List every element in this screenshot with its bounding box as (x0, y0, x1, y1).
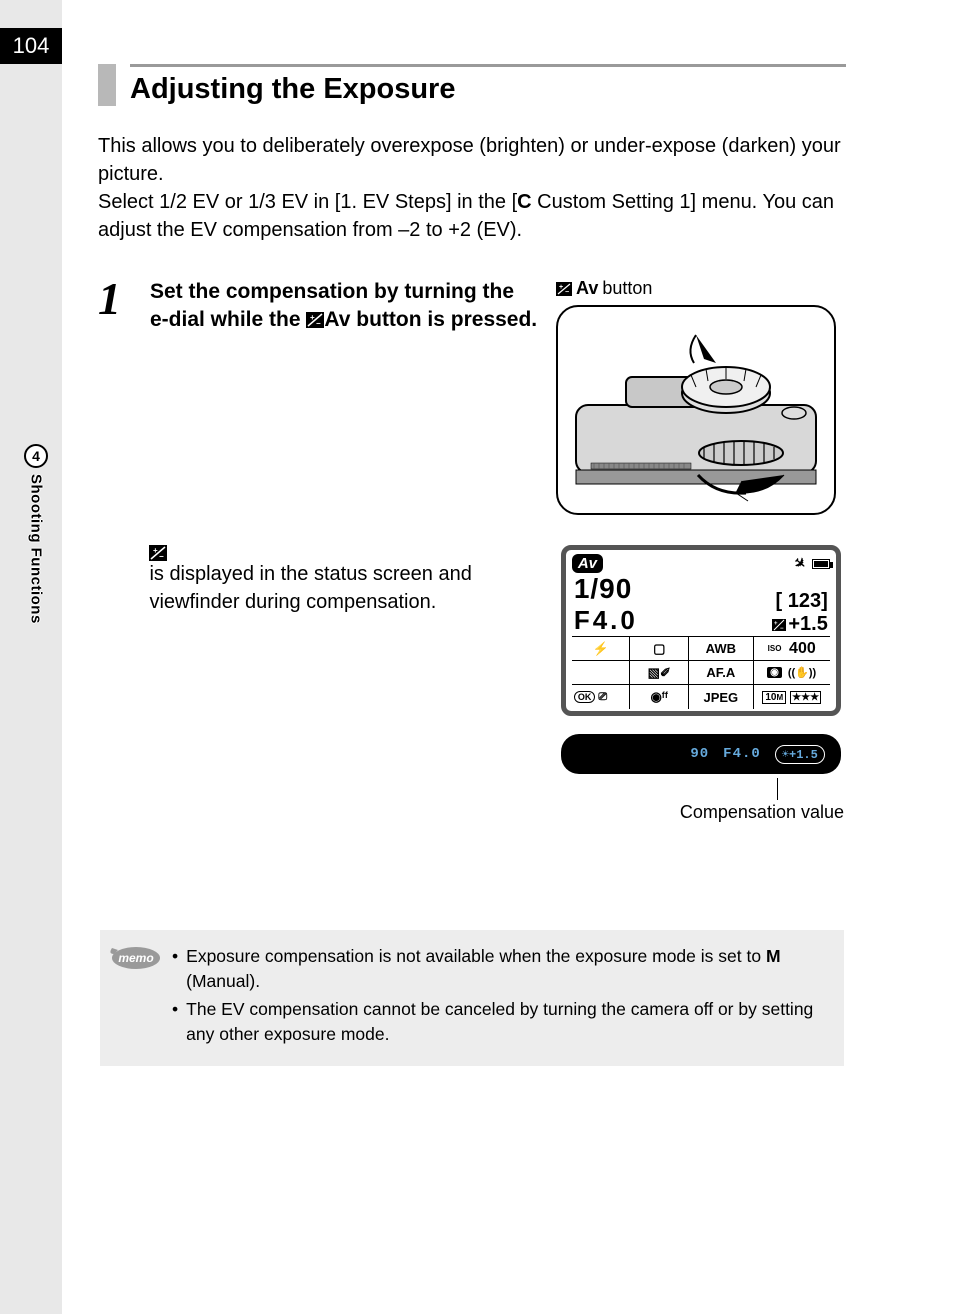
single-frame-icon: ▢ (653, 641, 665, 657)
quality-stars: ★★★ (790, 691, 821, 704)
svg-text:−: − (316, 319, 321, 328)
custom-image-cell: ▧✐ (630, 661, 689, 685)
memo-text-1: Exposure compensation is not available w… (186, 944, 828, 993)
title-line: Adjusting the Exposure (130, 64, 846, 106)
step-heading-post: button is pressed. (350, 308, 537, 331)
display-icon: ⎚ (598, 691, 607, 704)
section-label: Shooting Functions (28, 474, 45, 624)
vf-pointer-line (777, 778, 778, 800)
mode-badge: Av (572, 554, 603, 573)
flash-icon: ⚡ (593, 641, 609, 657)
lcd-top-row: Av ✈ (572, 554, 830, 573)
svg-text:−: − (565, 289, 569, 296)
vf-aperture: F4.0 (723, 746, 761, 762)
spacer (98, 545, 131, 823)
ok-cell: OK⎚ (572, 685, 631, 709)
lcd-settings-grid: ⚡ ▢ AWB ISO 400 ▧✐ AF.A ◉ ((✋)) OK⎚ ◉ᶠᶠ (572, 636, 830, 709)
format-cell: JPEG (689, 685, 754, 709)
iso-cell: ISO 400 (754, 637, 830, 661)
section-badge: 4 Shooting Functions (24, 444, 48, 624)
memo-item-2: • The EV compensation cannot be canceled… (172, 997, 828, 1046)
step-text-column: Set the compensation by turning the e-di… (150, 278, 538, 335)
af-cell: AF.A (689, 661, 754, 685)
bullet-dot: • (172, 944, 178, 993)
airplane-icon: ✈ (790, 553, 810, 574)
memo1-pre: Exposure compensation is not available w… (186, 946, 766, 966)
memo-icon: memo (106, 940, 162, 979)
iso-value: 400 (789, 640, 816, 658)
bullet-dot: • (172, 997, 178, 1046)
iso-label: ISO (768, 644, 782, 653)
lcd-column: Av ✈ 1/90 F4.0 [ 123] +− (561, 545, 846, 823)
camera-illustration (556, 305, 836, 515)
svg-text:−: − (780, 626, 784, 631)
memo2-pre: The EV compensation cannot be canceled b… (186, 999, 813, 1044)
sidebar: 104 4 Shooting Functions (0, 0, 62, 1314)
ev-comp-icon: +− (772, 619, 786, 631)
step-heading: Set the compensation by turning the e-di… (150, 278, 538, 335)
vf-caption: Compensation value (561, 802, 846, 823)
res-num: 10 (765, 692, 776, 703)
shots-value: 123 (788, 590, 821, 612)
empty-cell (572, 661, 631, 685)
section-number: 4 (24, 444, 48, 468)
page-title: Adjusting the Exposure (130, 73, 846, 106)
memo-text-2: The EV compensation cannot be canceled b… (186, 997, 828, 1046)
svg-text:memo: memo (118, 951, 153, 965)
custom-setting-icon: C (517, 191, 531, 213)
av-label-small: Av (576, 278, 598, 299)
shots-remaining: [ 123] (772, 590, 827, 613)
button-caption: +− Av button (556, 278, 846, 299)
quality-cell: 10M ★★★ (754, 685, 830, 709)
av-label: Av (324, 308, 350, 331)
ok-button-icon: OK (574, 691, 596, 703)
landscape-icon: ▧✐ (648, 665, 671, 681)
svg-text:−: − (159, 552, 164, 561)
ev-comp-icon: +− (306, 312, 324, 328)
battery-icon (812, 559, 830, 569)
flash-cell: ⚡ (572, 637, 631, 661)
ev-comp-icon: +− (556, 282, 572, 296)
intro-line-1: This allows you to deliberately overexpo… (98, 135, 841, 185)
lcd-main-readings: 1/90 F4.0 [ 123] +− +1.5 (572, 573, 830, 636)
vf-shutter: 90 (690, 746, 709, 762)
ev-comp-icon: +− (149, 545, 542, 561)
step-illustration-column: +− Av button (556, 278, 846, 535)
status-text: +− is displayed in the status screen and… (149, 545, 542, 823)
intro-paragraph: This allows you to deliberately overexpo… (98, 132, 846, 244)
memo1-post: (Manual). (186, 971, 260, 991)
lcd-status-screen: Av ✈ 1/90 F4.0 [ 123] +− (561, 545, 841, 716)
button-word: button (602, 278, 652, 299)
status-text-body: is displayed in the status screen and vi… (149, 563, 471, 613)
vf-ev-value: ☀+1.5 (775, 745, 825, 764)
wb-cell: AWB (689, 637, 754, 661)
step-number: 1 (98, 278, 132, 319)
aperture: F4.0 (574, 605, 638, 636)
page-number: 104 (0, 28, 62, 64)
main-content: Adjusting the Exposure This allows you t… (98, 64, 846, 823)
metering-icon: ◉ (767, 667, 782, 678)
memo-item-1: • Exposure compensation is not available… (172, 944, 828, 993)
ev-number: +1.5 (788, 613, 827, 636)
dust-removal-icon: ◉ᶠᶠ (650, 689, 668, 705)
title-accent-bar (98, 64, 116, 106)
resolution-icon: 10M (762, 691, 786, 704)
memo1-bold: M (766, 946, 781, 966)
mic-cell: ◉ᶠᶠ (630, 685, 689, 709)
lcd-readings-left: 1/90 F4.0 (574, 573, 638, 636)
shutter-speed: 1/90 (574, 573, 638, 605)
shake-reduction-icon: ((✋)) (788, 666, 816, 679)
viewfinder-display: 90 F4.0 ☀+1.5 (561, 734, 841, 774)
drive-cell: ▢ (630, 637, 689, 661)
lcd-readings-right: [ 123] +− +1.5 (772, 590, 827, 636)
res-m: M (776, 693, 783, 702)
title-row: Adjusting the Exposure (98, 64, 846, 106)
status-row: +− is displayed in the status screen and… (98, 545, 846, 823)
intro-line-2a: Select 1/2 EV or 1/3 EV in [1. EV Steps]… (98, 191, 517, 213)
memo-box: memo • Exposure compensation is not avai… (100, 930, 844, 1066)
lcd-top-icons: ✈ (794, 555, 830, 572)
step-1: 1 Set the compensation by turning the e-… (98, 278, 846, 535)
ev-comp-value: +− +1.5 (772, 613, 827, 636)
meter-sr-cell: ◉ ((✋)) (754, 661, 830, 685)
